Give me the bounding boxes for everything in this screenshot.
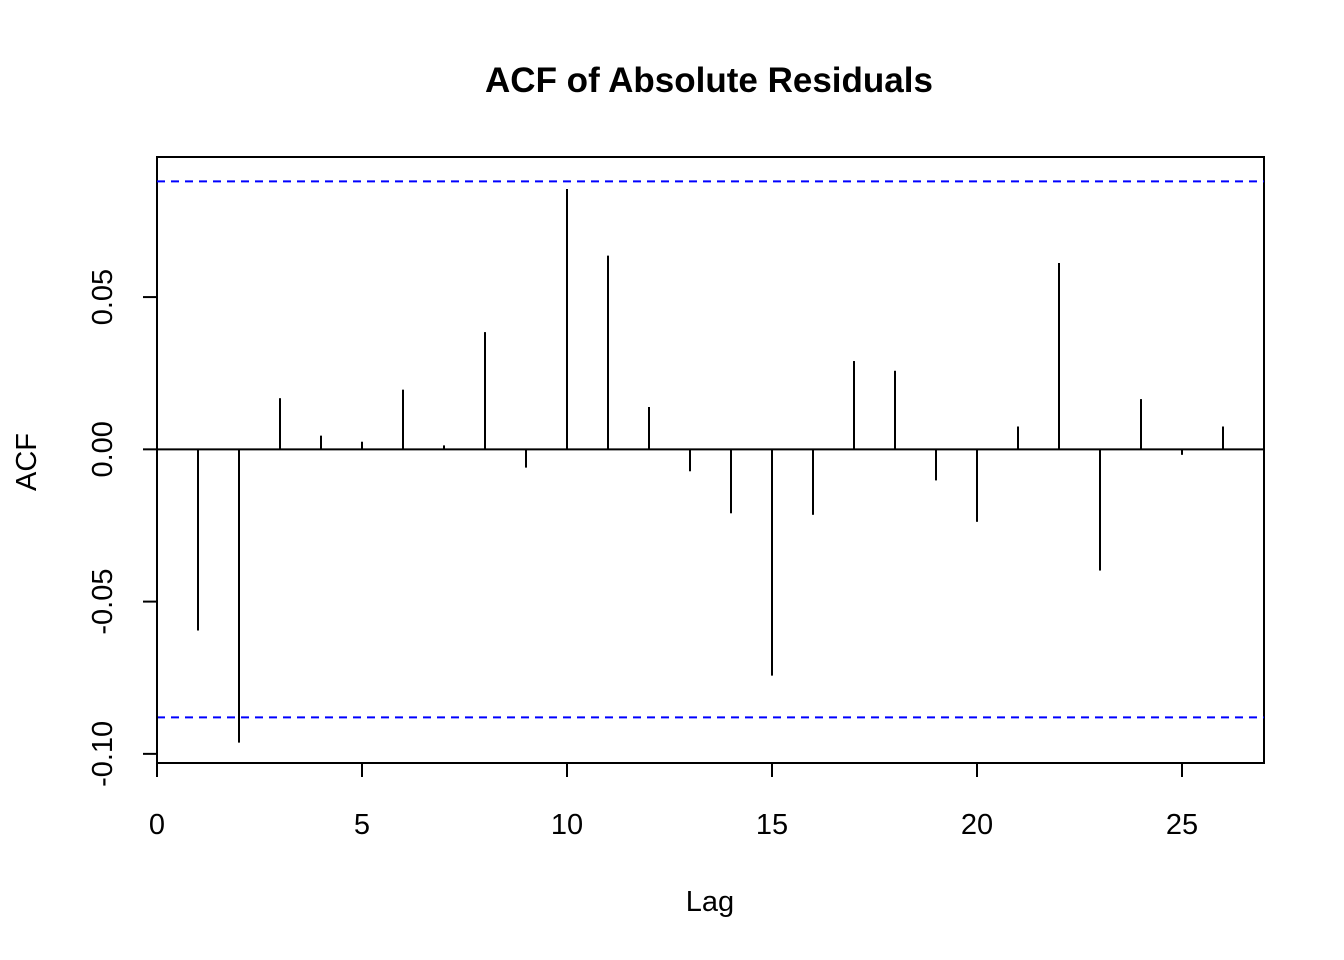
plot-marks xyxy=(157,180,1264,743)
y-axis-label: ACF xyxy=(11,433,43,491)
y-tick-label--0.10: -0.10 xyxy=(87,721,119,787)
x-tick-label-0: 0 xyxy=(149,809,165,841)
y-tick-label-0.00: 0.00 xyxy=(87,421,119,477)
y-tick-label--0.05: -0.05 xyxy=(87,569,119,635)
x-axis: 0 5 10 15 20 25 xyxy=(149,762,1198,841)
x-axis-label: Lag xyxy=(686,886,734,918)
x-tick-label-5: 5 xyxy=(354,809,370,841)
x-tick-label-20: 20 xyxy=(961,809,993,841)
x-tick-label-15: 15 xyxy=(756,809,788,841)
x-tick-label-25: 25 xyxy=(1166,809,1198,841)
plot-frame xyxy=(156,156,1265,764)
x-tick-label-10: 10 xyxy=(551,809,583,841)
chart-title: ACF of Absolute Residuals xyxy=(485,61,933,100)
y-axis: -0.10 -0.05 0.00 0.05 xyxy=(87,269,158,787)
y-tick-label-0.05: 0.05 xyxy=(87,269,119,325)
